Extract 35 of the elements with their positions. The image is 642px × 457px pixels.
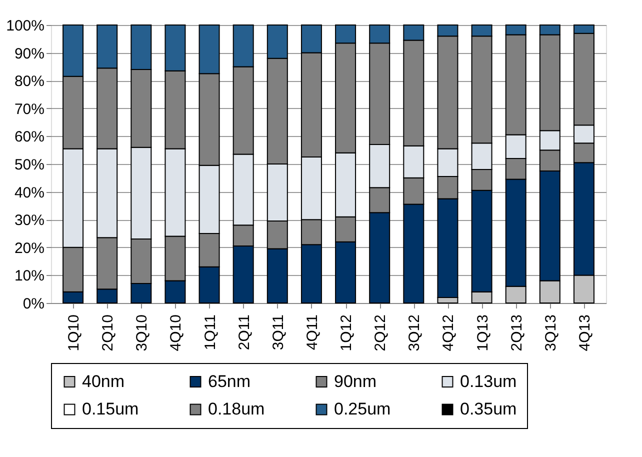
y-tick-label: 40%: [14, 184, 44, 202]
x-tick-label: 1Q12: [338, 314, 356, 352]
x-tick-label: 1Q13: [474, 314, 492, 352]
x-tick-label: 4Q10: [168, 314, 185, 352]
x-tick-label: 3Q11: [270, 314, 287, 350]
x-tick-label: 1Q10: [66, 314, 83, 352]
legend-label: 40nm: [82, 372, 125, 391]
y-tick-label: 70%: [14, 100, 44, 118]
legend-label: 0.35um: [460, 400, 517, 418]
x-tick-label: 3Q12: [406, 314, 424, 352]
y-tick-label: 100%: [6, 18, 44, 34]
legend-label: 0.15um: [82, 400, 139, 418]
x-tick-label: 2Q12: [372, 314, 390, 352]
y-tick-label: 20%: [14, 240, 44, 257]
legend-label: 0.18um: [208, 400, 265, 418]
x-tick-label: 4Q11: [304, 314, 321, 350]
legend-label: 90nm: [334, 372, 377, 391]
x-tick-label: 3Q13: [542, 314, 560, 352]
x-tick-label: 4Q13: [576, 314, 594, 352]
y-tick-label: 10%: [14, 268, 44, 285]
y-tick-label: 0%: [22, 296, 44, 312]
x-tick-label: 1Q11: [202, 314, 219, 350]
legend-label: 0.13um: [460, 372, 517, 391]
y-tick-label: 80%: [14, 73, 44, 90]
x-tick-label: 3Q10: [134, 314, 151, 352]
x-tick-label: 2Q10: [100, 314, 117, 352]
y-tick-label: 30%: [14, 212, 44, 230]
legend-label: 65nm: [208, 372, 251, 391]
x-tick-label: 2Q11: [236, 314, 253, 350]
y-tick-label: 90%: [14, 45, 44, 62]
x-tick-label: 4Q12: [440, 314, 458, 352]
legend-label: 0.25um: [334, 400, 391, 418]
y-tick-label: 60%: [14, 128, 44, 146]
x-tick-label: 2Q13: [508, 314, 526, 352]
y-tick-label: 50%: [14, 156, 44, 174]
